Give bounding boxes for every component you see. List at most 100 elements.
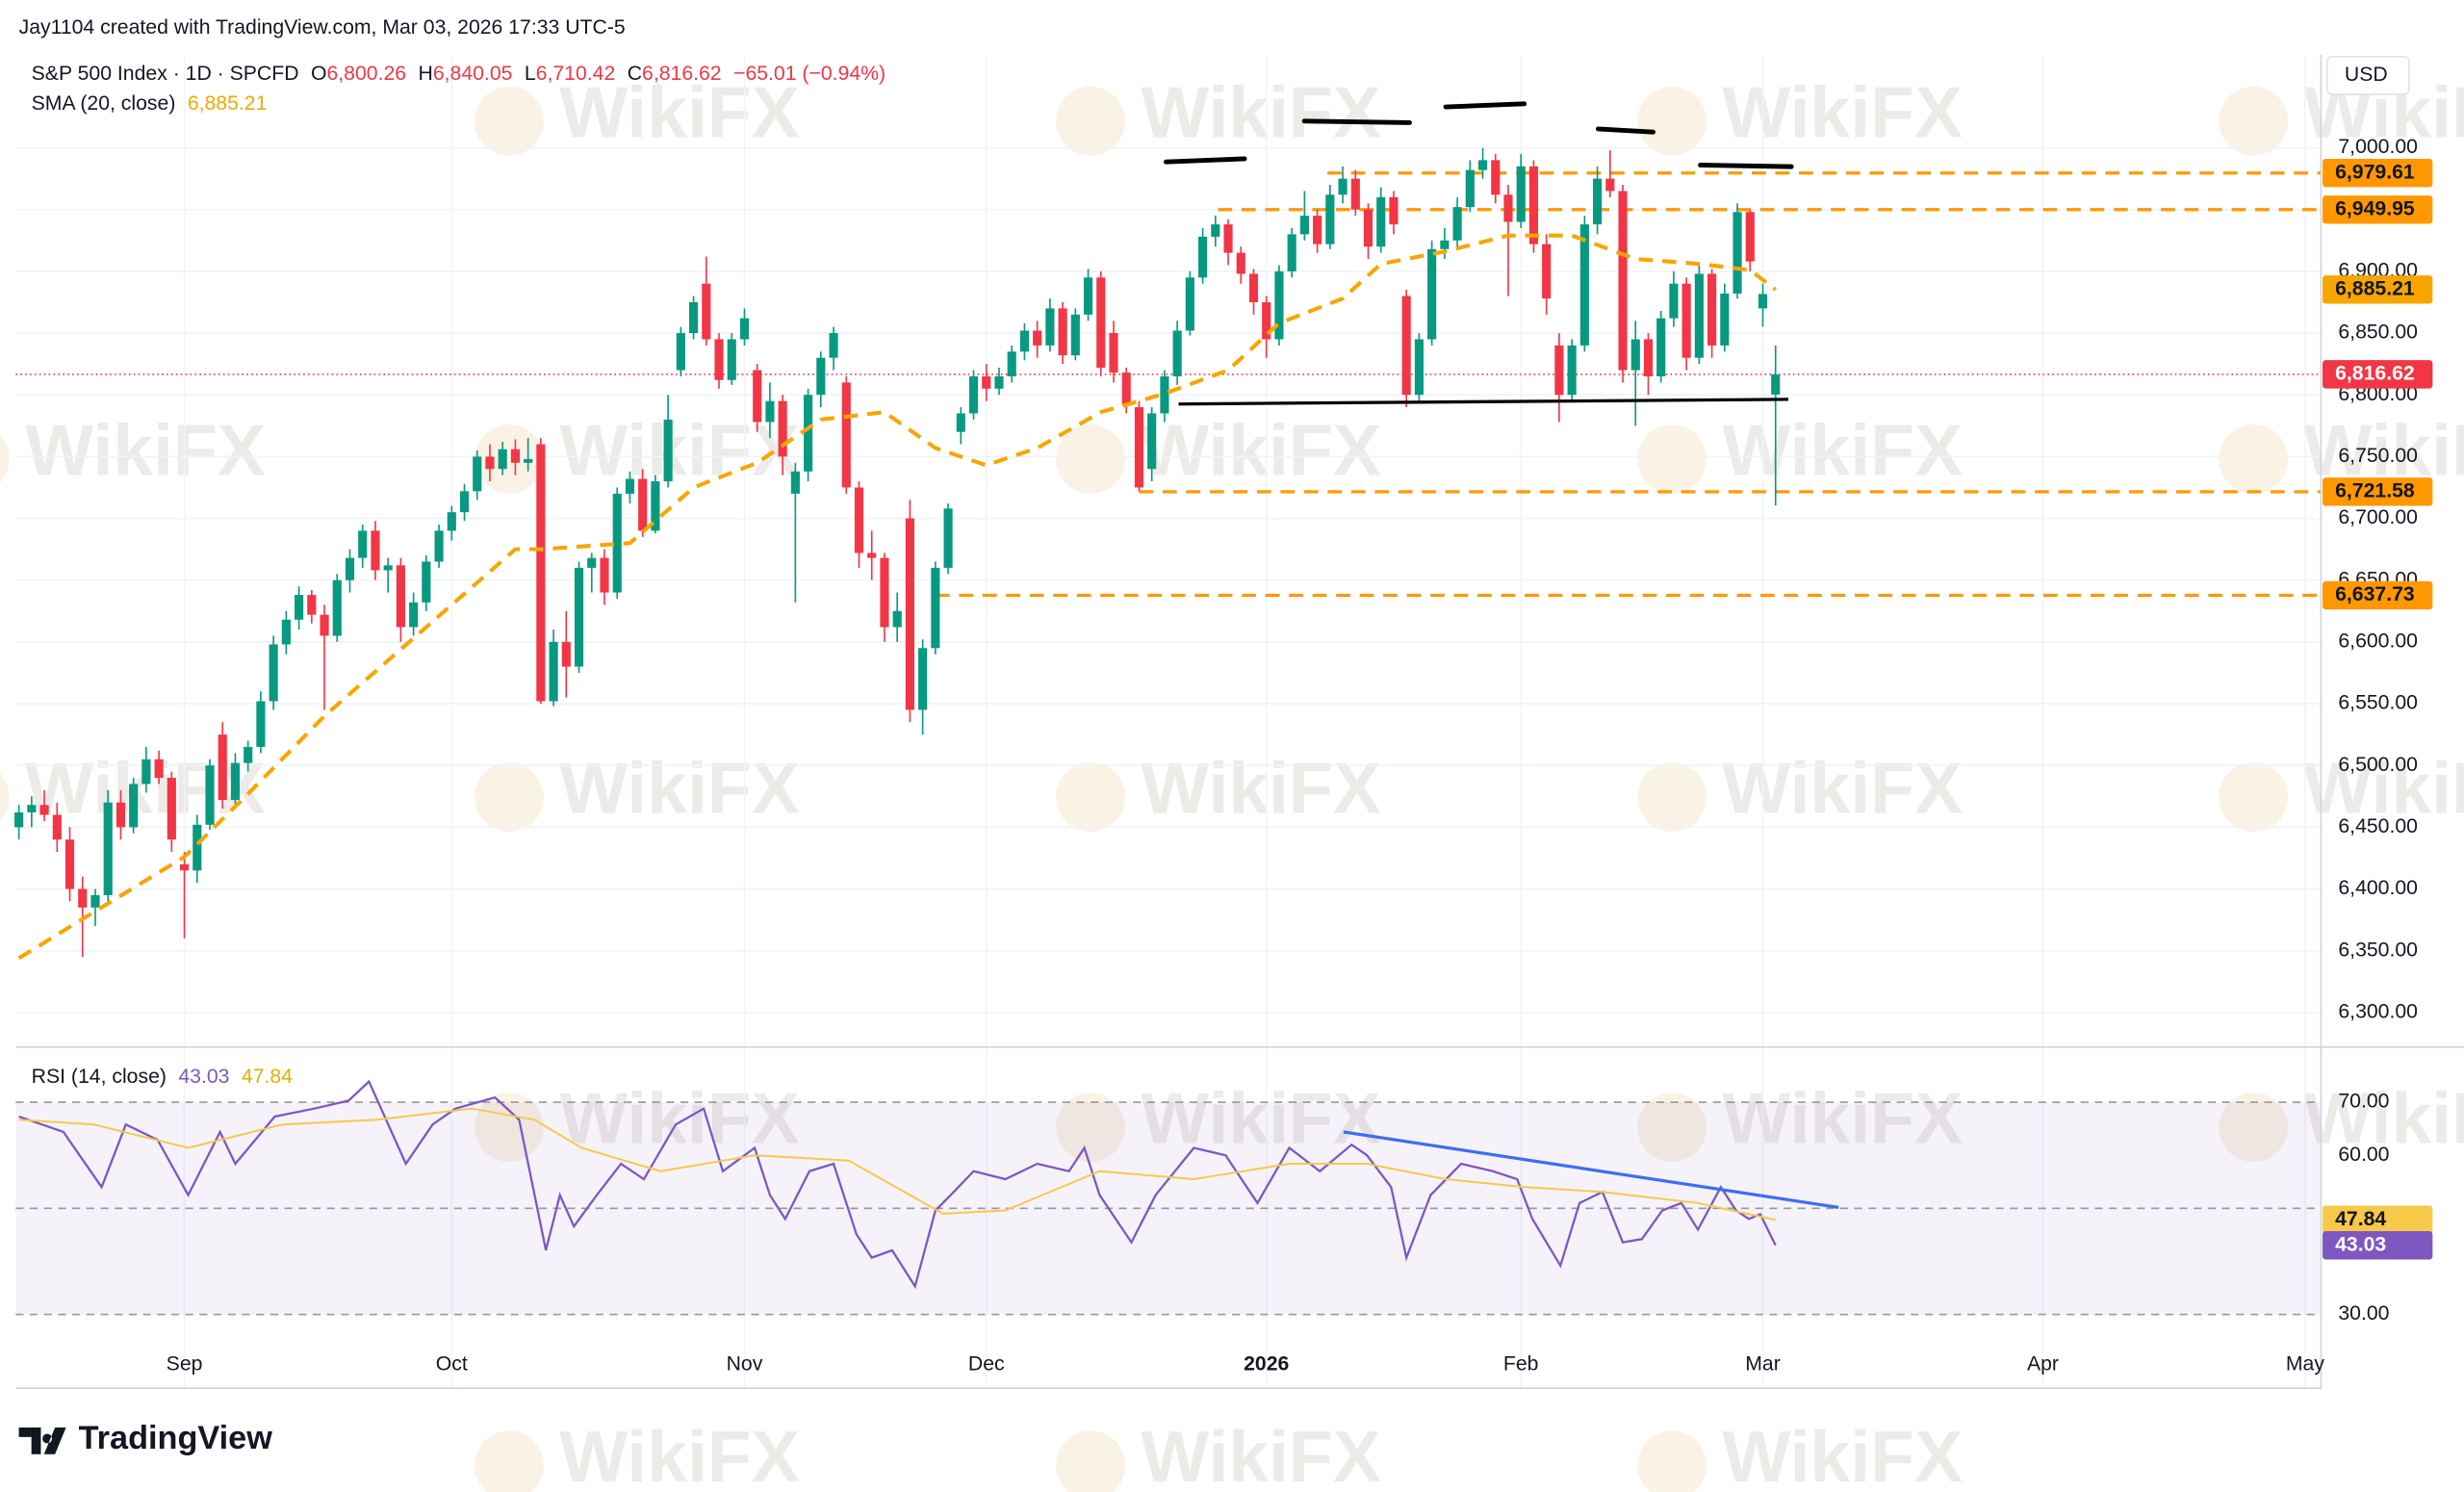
candle-body bbox=[702, 283, 711, 340]
watermark-icon bbox=[1637, 86, 1707, 156]
candle-body bbox=[307, 595, 317, 615]
watermark: WikiFX bbox=[559, 71, 800, 152]
watermark-icon bbox=[1637, 1430, 1707, 1492]
candle-body bbox=[1401, 296, 1411, 396]
watermark-icon bbox=[2219, 762, 2289, 833]
candle-body bbox=[829, 333, 838, 358]
watermark-icon bbox=[1637, 424, 1707, 494]
rsi-ma-value: 47.84 bbox=[242, 1065, 293, 1087]
watermark: WikiFX bbox=[559, 409, 800, 490]
candle-body bbox=[1172, 330, 1182, 376]
candle-body bbox=[1223, 224, 1233, 253]
currency[interactable]: USD bbox=[2345, 64, 2388, 86]
candle-body bbox=[663, 419, 673, 482]
watermark-icon bbox=[2219, 424, 2289, 494]
x-tick-label: Nov bbox=[727, 1352, 763, 1375]
candle-body bbox=[90, 894, 100, 908]
y-tick-label: 6,350.00 bbox=[2338, 939, 2418, 961]
candle-body bbox=[510, 449, 520, 463]
legend-value: 6,816.62 bbox=[642, 62, 722, 84]
watermark: WikiFX bbox=[1141, 409, 1381, 490]
y-tick-label: 6,700.00 bbox=[2338, 506, 2418, 528]
watermark-icon bbox=[0, 773, 10, 821]
rsi-legend: RSI (14, close) 43.03 47.84 bbox=[32, 1065, 294, 1087]
candle-body bbox=[396, 565, 405, 628]
symbol: S&P 500 Index · 1D · SPCFD bbox=[32, 62, 299, 84]
candle-body bbox=[332, 579, 342, 636]
y-tick-label: 6,400.00 bbox=[2338, 877, 2418, 899]
watermark: WikiFX bbox=[2303, 1078, 2464, 1159]
x-tick-label: May bbox=[2286, 1352, 2324, 1375]
watermark-icon bbox=[475, 86, 544, 156]
candle-body bbox=[612, 493, 622, 593]
candle-body bbox=[1350, 178, 1360, 210]
candle-body bbox=[371, 530, 380, 571]
candle-body bbox=[689, 301, 699, 334]
watermark-icon bbox=[475, 762, 544, 833]
candle-body bbox=[1477, 160, 1488, 170]
level-label: 6,949.95 bbox=[2335, 197, 2415, 219]
candle-body bbox=[1299, 216, 1309, 235]
candle-body bbox=[816, 357, 826, 396]
candle-body bbox=[459, 491, 470, 513]
candle-body bbox=[536, 444, 546, 702]
candle-body bbox=[39, 805, 49, 815]
candle-body bbox=[295, 595, 304, 620]
candle-body bbox=[574, 567, 584, 667]
candle-body bbox=[1681, 283, 1691, 358]
candle-body bbox=[524, 458, 533, 463]
currency-box[interactable] bbox=[2326, 55, 2410, 95]
candle-body bbox=[129, 784, 139, 828]
watermark-icon bbox=[475, 1430, 544, 1492]
candle-body bbox=[1198, 236, 1208, 278]
sma-line bbox=[17, 233, 1777, 961]
candle-body bbox=[473, 456, 482, 492]
candle-body bbox=[625, 478, 635, 494]
candle-body bbox=[1669, 283, 1679, 319]
candle-body bbox=[867, 553, 877, 558]
support-line bbox=[1178, 398, 1788, 406]
watermark: WikiFX bbox=[1722, 409, 1963, 490]
candle-body bbox=[116, 802, 126, 828]
rsi-value-label: 43.03 bbox=[2335, 1233, 2386, 1255]
drawn-line bbox=[1163, 156, 1247, 165]
candle-body bbox=[1579, 224, 1589, 346]
candle-body bbox=[205, 765, 215, 825]
rsi-tick-label: 70.00 bbox=[2338, 1091, 2389, 1113]
sma-value: 6,885.21 bbox=[188, 91, 268, 114]
candle-body bbox=[1491, 160, 1501, 195]
watermark-icon bbox=[2219, 1093, 2289, 1163]
candle-body bbox=[167, 778, 176, 840]
level-label-box bbox=[2323, 159, 2433, 188]
candle-body bbox=[1643, 339, 1654, 376]
candle-body bbox=[52, 814, 62, 840]
candle-body bbox=[765, 400, 775, 423]
candle-body bbox=[1567, 345, 1577, 396]
legend-label: O bbox=[311, 62, 327, 84]
sma-label: 6,885.21 bbox=[2335, 277, 2415, 299]
candle-body bbox=[422, 561, 431, 603]
candle-body bbox=[1147, 413, 1157, 470]
candle-body bbox=[1542, 244, 1552, 299]
candle-body bbox=[1325, 194, 1335, 244]
candle-body bbox=[1618, 191, 1628, 371]
candle-body bbox=[1427, 248, 1437, 340]
watermark: WikiFX bbox=[25, 409, 266, 490]
watermark-icon bbox=[1056, 1093, 1125, 1163]
x-tick-label: Feb bbox=[1503, 1352, 1539, 1375]
rsi-tick-label: 30.00 bbox=[2338, 1302, 2389, 1325]
level-label-box bbox=[2323, 477, 2433, 506]
legend-label: C bbox=[628, 62, 642, 84]
watermark: WikiFX bbox=[1141, 1078, 1381, 1159]
y-tick-label: 6,450.00 bbox=[2338, 815, 2418, 837]
candle-body bbox=[498, 449, 507, 470]
candle-body bbox=[1758, 294, 1768, 309]
last-price-label-box bbox=[2323, 360, 2433, 389]
candle-body bbox=[218, 734, 227, 801]
watermark: WikiFX bbox=[1141, 1416, 1381, 1492]
candle-body bbox=[905, 518, 914, 710]
candle-body bbox=[1707, 273, 1717, 346]
candle-body bbox=[383, 565, 393, 571]
candle-body bbox=[600, 557, 609, 593]
